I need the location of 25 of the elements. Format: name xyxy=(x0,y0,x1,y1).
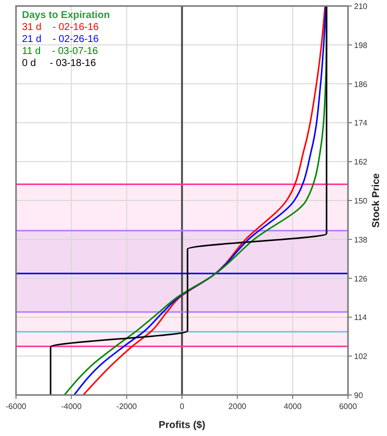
y-tick-label: 126 xyxy=(354,274,368,284)
y-tick-label: 102 xyxy=(354,352,368,362)
x-tick-label: -4000 xyxy=(61,402,82,411)
x-tick-label: 4000 xyxy=(284,402,302,411)
y-axis-title: Stock Price xyxy=(371,172,382,228)
y-tick-label: 210 xyxy=(354,2,368,11)
y-tick-label: 90 xyxy=(354,391,364,400)
x-tick-label: 0 xyxy=(180,402,185,411)
x-tick-label: 2000 xyxy=(228,402,247,411)
text: 31 d - 02-16-16 xyxy=(22,22,100,33)
y-tick-label: 150 xyxy=(354,196,368,206)
y-tick-label: 174 xyxy=(354,118,368,128)
y-tick-label: 198 xyxy=(354,40,368,50)
x-axis-title: Profits ($) xyxy=(158,420,206,431)
x-tick-label: -2000 xyxy=(116,402,138,411)
legend-title: Days to Expiration xyxy=(22,10,110,21)
y-tick-label: 162 xyxy=(354,158,368,167)
text: 11 d - 03-07-16 xyxy=(22,46,98,57)
x-tick-label: 6000 xyxy=(339,402,358,411)
y-tick-label: 114 xyxy=(354,313,368,322)
y-tick-label: 138 xyxy=(354,235,368,244)
y-tick-label: 186 xyxy=(354,80,368,89)
x-tick-label: -6000 xyxy=(6,402,27,411)
text: 21 d - 02-26-16 xyxy=(22,34,100,45)
text: 0 d - 03-18-16 xyxy=(22,58,96,69)
